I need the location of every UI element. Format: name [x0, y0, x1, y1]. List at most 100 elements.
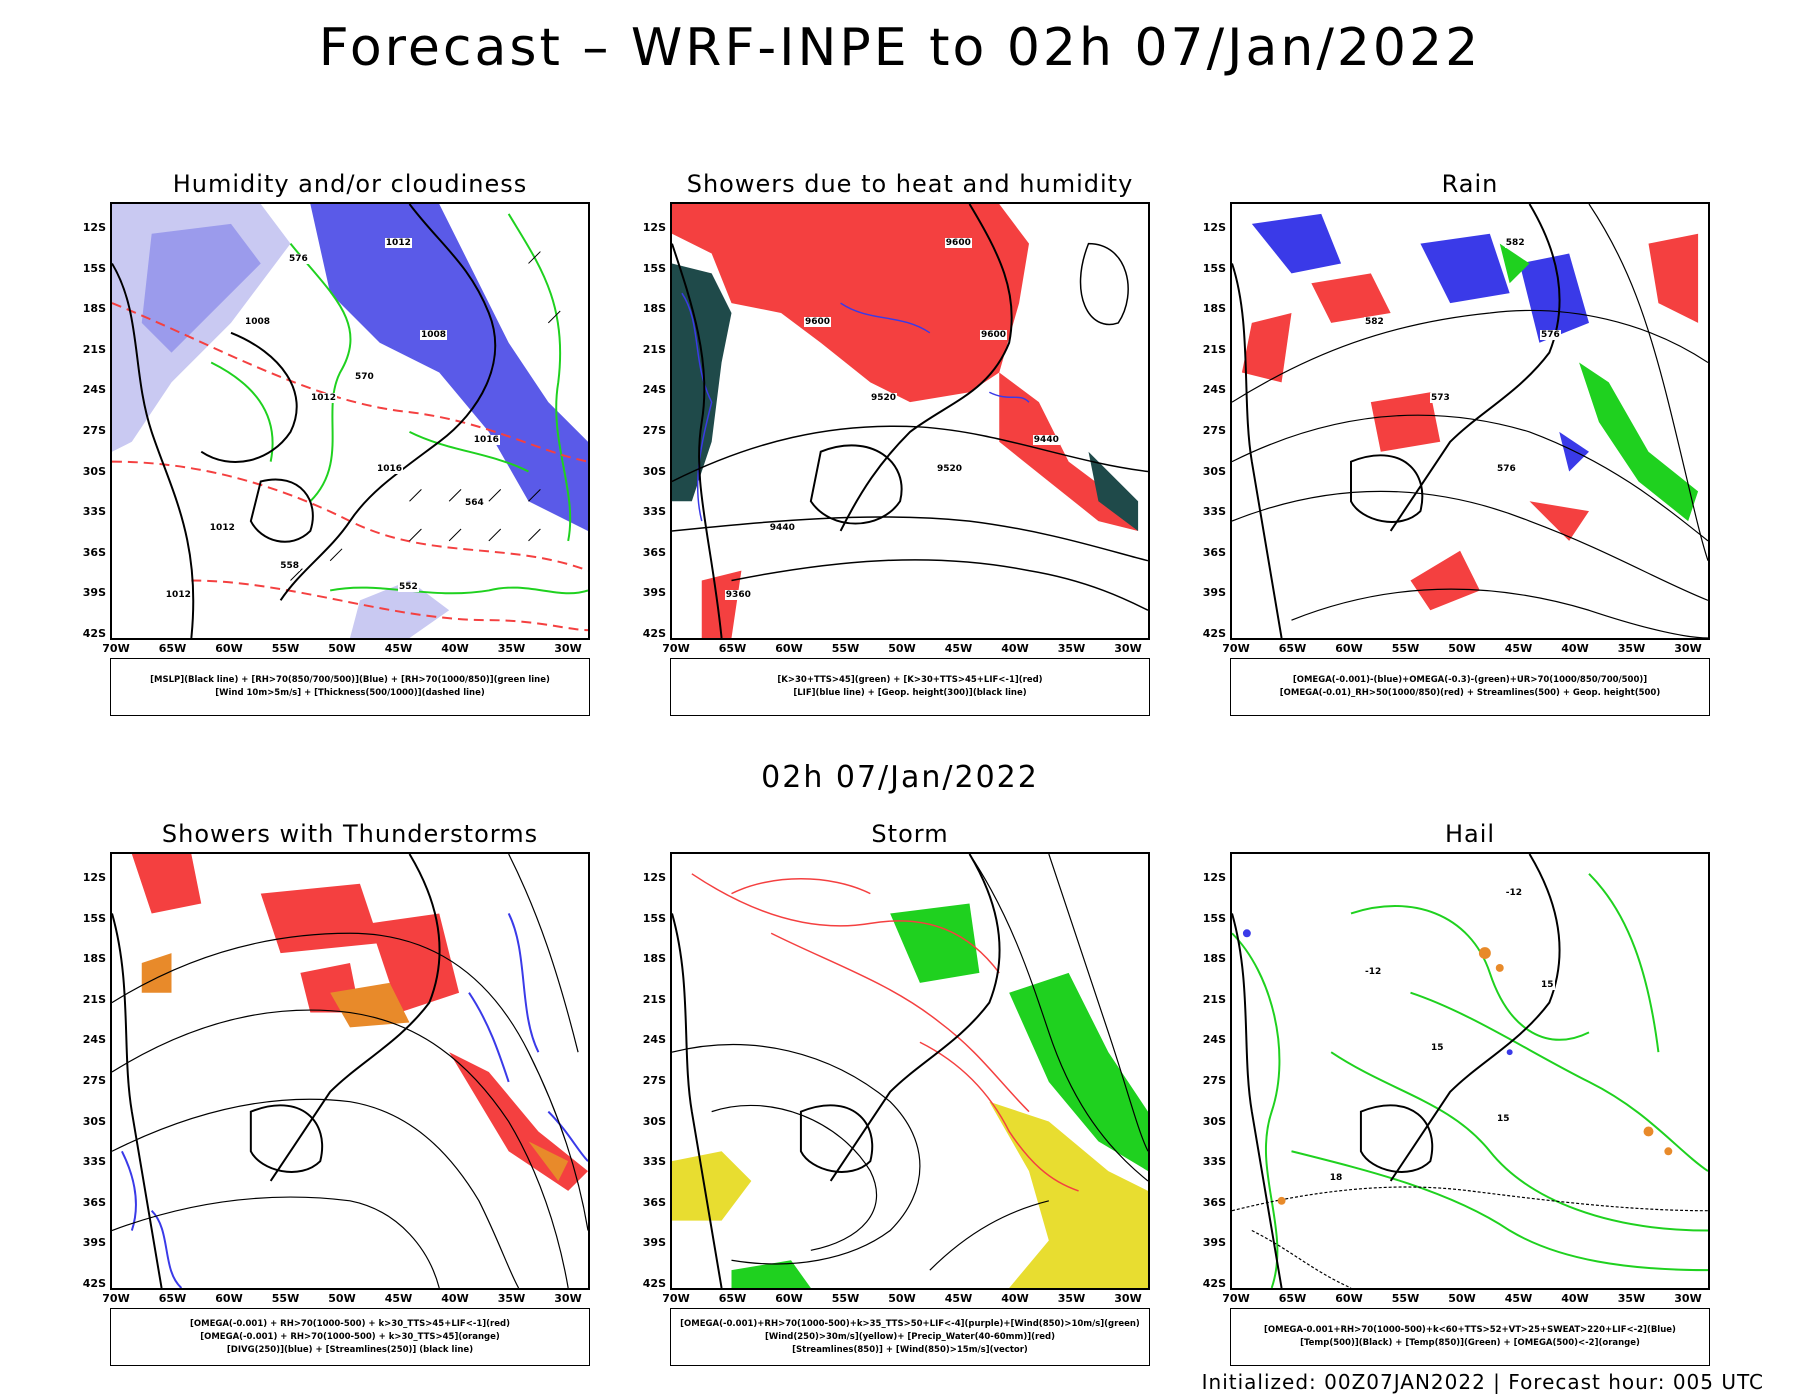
lon-tick-label: 45W: [384, 642, 413, 655]
map-showers-heat[interactable]: 9600 9600 9600 9520 9520 9440 9440 9360: [670, 202, 1150, 640]
lat-tick-label: 24S: [82, 1033, 106, 1047]
lat-axis: 12S 15S 18S 21S 24S 27S 30S 33S 36S 39S 42S: [634, 852, 666, 1290]
panel-title: Rain: [1441, 170, 1499, 198]
legend-line: [OMEGA(-0.01)_RH>50(1000/850)(red) + Str…: [1279, 688, 1661, 698]
legend-line: [OMEGA-0.001+RH>70(1000-500)+k<60+TTS>52…: [1264, 1325, 1676, 1335]
lon-tick-label: 65W: [718, 1292, 747, 1305]
lat-tick-label: 36S: [642, 545, 666, 559]
lon-tick-label: 50W: [888, 1292, 916, 1305]
lat-tick-label: 24S: [1202, 383, 1226, 397]
map-thunderstorms[interactable]: [110, 852, 590, 1290]
lat-tick-label: 27S: [1202, 424, 1226, 437]
wind-vectors: [290, 251, 561, 581]
lat-axis: 12S 15S 18S 21S 24S 27S 30S 33S 36S 39S 42S: [634, 202, 666, 640]
lat-tick-label: 18S: [82, 952, 106, 966]
lat-tick-label: 39S: [82, 586, 106, 600]
lat-tick-label: 24S: [1202, 1033, 1226, 1047]
footer-init-info: Initialized: 00Z07JAN2022 | Forecast hou…: [1201, 1370, 1764, 1394]
lat-tick-label: 18S: [82, 302, 106, 316]
lat-tick-label: 36S: [642, 1195, 666, 1209]
rh-area-blue: [310, 204, 588, 531]
legend-line: [K>30+TTS>45](green) + [K>30+TTS>45+LIF<…: [777, 675, 1043, 685]
map-humidity[interactable]: 1012 1008 1008 1012 1016 1012 1016 1012 576 570 56…: [110, 202, 590, 640]
lat-tick-label: 42S: [642, 627, 666, 640]
lat-tick-label: 42S: [1202, 1277, 1226, 1290]
lon-tick-label: 30W: [1674, 642, 1702, 655]
lat-tick-label: 39S: [642, 586, 666, 600]
map-canvas: [1232, 854, 1708, 1288]
lat-tick-label: 33S: [82, 505, 106, 519]
lon-tick-label: 55W: [1391, 1292, 1420, 1305]
lat-axis: 12S 15S 18S 21S 24S 27S 30S 33S 36S 39S 42S: [1194, 852, 1226, 1290]
legend-line: [OMEGA(-0.001) + RH>70(1000-500) + k>30_…: [200, 1331, 500, 1342]
contour-label: -12: [1364, 967, 1383, 978]
lat-tick-label: 12S: [1202, 871, 1226, 884]
legend-line: [Wind 10m>5m/s] + [Thickness(500/1000)](…: [215, 688, 485, 698]
lat-tick-label: 12S: [642, 871, 666, 884]
rh-area-light-2: [350, 580, 450, 638]
lon-tick-label: 30W: [554, 1292, 582, 1305]
instability-dark-2: [1088, 451, 1139, 531]
temp500-black: [1232, 1186, 1708, 1288]
streamlines-850: [672, 854, 1148, 1271]
lat-tick-label: 24S: [82, 383, 106, 397]
contour-label: 1012: [208, 523, 236, 534]
lon-tick-label: 50W: [1448, 642, 1476, 655]
lat-tick-label: 30S: [1202, 1114, 1226, 1128]
lat-tick-label: 30S: [642, 464, 666, 478]
temp850-green: [1232, 873, 1708, 1288]
panel-title: Showers due to heat and humidity: [686, 170, 1134, 198]
divergence-blue: [121, 913, 588, 1288]
panel-title: Showers with Thunderstorms: [161, 820, 539, 848]
lat-tick-label: 12S: [82, 871, 106, 884]
contour-label: 576: [288, 254, 309, 265]
map-hail[interactable]: -12 -12 15 15 15 18: [1230, 852, 1710, 1290]
lon-tick-label: 50W: [328, 1292, 356, 1305]
legend-rain: [OMEGA(-0.001)-(blue)+OMEGA(-0.3)-(green…: [1230, 658, 1710, 716]
panel-rain: Rain 12S 15S 18S 21S 24S 27S 30S 33S 36S 39S 42S: [1203, 170, 1710, 730]
lon-tick-label: 60W: [1335, 642, 1363, 655]
thunder-orange-areas: [141, 953, 569, 1181]
instability-dark: [672, 263, 732, 502]
lat-tick-label: 21S: [642, 992, 666, 1006]
lat-tick-label: 12S: [642, 221, 666, 234]
mid-title: 02h 07/Jan/2022: [761, 760, 1039, 795]
contour-label: 1008: [244, 317, 272, 328]
lat-tick-label: 12S: [1202, 221, 1226, 234]
legend-line: [DIVG(250)](blue) + [Streamlines(250)] (…: [226, 1344, 474, 1355]
lon-axis: 70W 65W 60W 55W 50W 45W 40W 35W 30W: [1222, 642, 1710, 656]
lat-tick-label: 12S: [82, 221, 106, 234]
lat-tick-label: 18S: [642, 302, 666, 316]
lon-tick-label: 60W: [1335, 1292, 1363, 1305]
lon-tick-label: 55W: [271, 642, 300, 655]
lat-tick-label: 27S: [82, 1074, 106, 1087]
map-rain[interactable]: 582 582 576 573 576: [1230, 202, 1710, 640]
instability-red: [672, 204, 1029, 403]
wind850-green-areas: [731, 903, 1148, 1288]
lat-tick-label: 30S: [1202, 464, 1226, 478]
lat-tick-label: 15S: [1202, 911, 1226, 925]
lat-tick-label: 18S: [1202, 952, 1226, 966]
contour-label: 1016: [376, 464, 404, 475]
contour-label: 9520: [870, 393, 898, 403]
streamlines: [1232, 204, 1708, 638]
lon-tick-label: 65W: [158, 642, 187, 655]
lat-tick-label: 33S: [1202, 505, 1226, 519]
lon-tick-label: 70W: [1222, 642, 1250, 655]
map-storm[interactable]: [670, 852, 1150, 1290]
lat-tick-label: 21S: [1202, 992, 1226, 1006]
lif-blue-contours: [681, 292, 1030, 522]
lat-tick-label: 15S: [642, 261, 666, 275]
panel-title: Humidity and/or cloudiness: [172, 170, 528, 198]
legend-storm: [OMEGA(-0.001)+RH>70(1000-500)+k>35_TTS>…: [670, 1308, 1150, 1366]
map-canvas: [672, 854, 1148, 1288]
contour-label: 576: [1540, 330, 1561, 340]
rh-green-contours: [210, 213, 588, 595]
lon-axis: 70W 65W 60W 55W 50W 45W 40W 35W 30W: [662, 642, 1150, 656]
lon-tick-label: 30W: [1114, 1292, 1142, 1305]
contour-label: 15: [1540, 980, 1555, 990]
lat-tick-label: 18S: [642, 952, 666, 966]
lon-axis: 70W 65W 60W 55W 50W 45W 40W 35W 30W: [662, 1292, 1150, 1306]
contour-label: 9360: [724, 590, 752, 601]
contour-label: 15: [1496, 1114, 1511, 1125]
